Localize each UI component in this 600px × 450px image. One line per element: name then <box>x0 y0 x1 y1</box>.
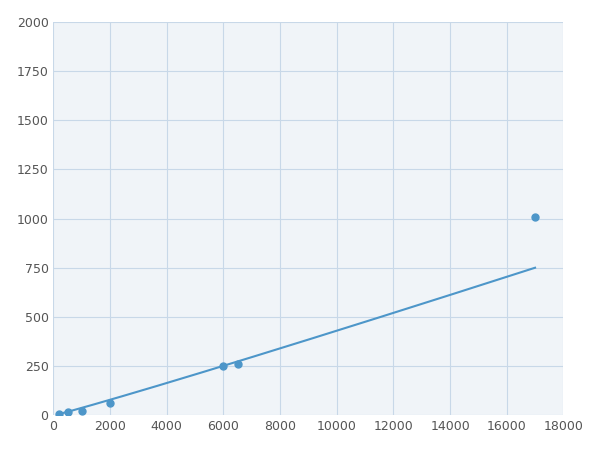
Point <box>530 213 540 220</box>
Point <box>218 363 228 370</box>
Point <box>54 410 64 417</box>
Point <box>77 407 86 414</box>
Point <box>63 408 73 415</box>
Point <box>105 399 115 406</box>
Point <box>233 361 242 368</box>
